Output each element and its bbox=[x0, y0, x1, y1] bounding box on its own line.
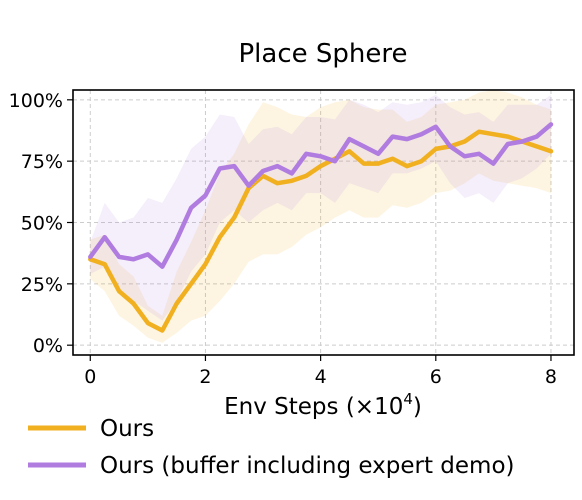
y-tick-label: 75% bbox=[21, 151, 63, 173]
x-tick-label: 0 bbox=[84, 366, 96, 388]
x-axis-label-text: Env Steps (×10 bbox=[224, 394, 403, 420]
confidence-bands bbox=[90, 90, 552, 343]
x-axis-label-close: ) bbox=[413, 394, 422, 420]
chart-title: Place Sphere bbox=[239, 39, 408, 69]
x-tick-label: 2 bbox=[199, 366, 211, 388]
x-axis-label-exponent: 4 bbox=[403, 390, 413, 408]
x-axis-ticks: 0 2 4 6 8 bbox=[84, 355, 557, 388]
y-tick-label: 50% bbox=[21, 213, 63, 235]
legend-label-ours: Ours bbox=[100, 416, 154, 442]
y-axis-ticks: 0% 25% 50% 75% 100% bbox=[9, 90, 73, 357]
grid bbox=[73, 90, 574, 355]
y-tick-label: 0% bbox=[33, 335, 63, 357]
y-tick-label: 100% bbox=[9, 90, 63, 112]
legend: Ours Ours (buffer including expert demo) bbox=[28, 416, 515, 479]
x-tick-label: 6 bbox=[430, 366, 442, 388]
legend-label-ours-expert: Ours (buffer including expert demo) bbox=[100, 453, 515, 479]
series-line-1 bbox=[88, 122, 554, 269]
confidence-band-0 bbox=[90, 90, 552, 343]
y-tick-label: 25% bbox=[21, 274, 63, 296]
series-line-0 bbox=[88, 129, 554, 333]
x-axis-label: Env Steps (×104) bbox=[224, 390, 422, 420]
x-tick-label: 8 bbox=[545, 366, 557, 388]
x-tick-label: 4 bbox=[315, 366, 327, 388]
series-lines bbox=[88, 122, 554, 333]
